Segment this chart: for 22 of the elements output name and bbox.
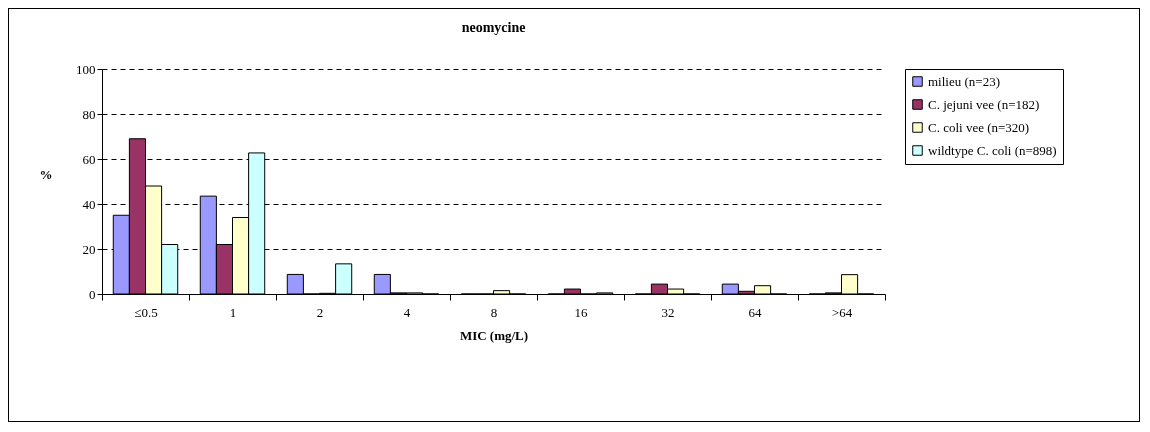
y-tick-label: 20 bbox=[82, 241, 96, 257]
x-tick-label: 8 bbox=[490, 304, 498, 320]
x-tick-label: 2 bbox=[316, 304, 324, 320]
y-tick-label: 0 bbox=[89, 286, 96, 302]
legend-label: milieu (n=23) bbox=[928, 73, 1000, 89]
y-tick-label: 100 bbox=[76, 61, 96, 77]
x-tick-label: 32 bbox=[661, 304, 675, 320]
legend-label: C. coli vee (n=320) bbox=[928, 119, 1030, 135]
y-tick-label: 80 bbox=[82, 106, 96, 122]
x-tick-label: ≤0.5 bbox=[134, 304, 158, 320]
y-axis-title: % bbox=[39, 167, 53, 182]
x-tick-label: 1 bbox=[229, 304, 237, 320]
x-tick-label: 64 bbox=[748, 304, 762, 320]
chart-title: neomycine bbox=[461, 20, 526, 35]
x-tick-label: 4 bbox=[403, 304, 411, 320]
y-tick-label: 60 bbox=[82, 151, 96, 167]
x-axis-title: MIC (mg/L) bbox=[459, 327, 529, 343]
legend-label: wildtype C. coli (n=898) bbox=[928, 142, 1057, 158]
y-tick-label: 40 bbox=[82, 196, 96, 212]
x-tick-label: >64 bbox=[831, 304, 853, 320]
x-tick-label: 16 bbox=[574, 304, 588, 320]
legend-label: C. jejuni vee (n=182) bbox=[928, 96, 1040, 112]
